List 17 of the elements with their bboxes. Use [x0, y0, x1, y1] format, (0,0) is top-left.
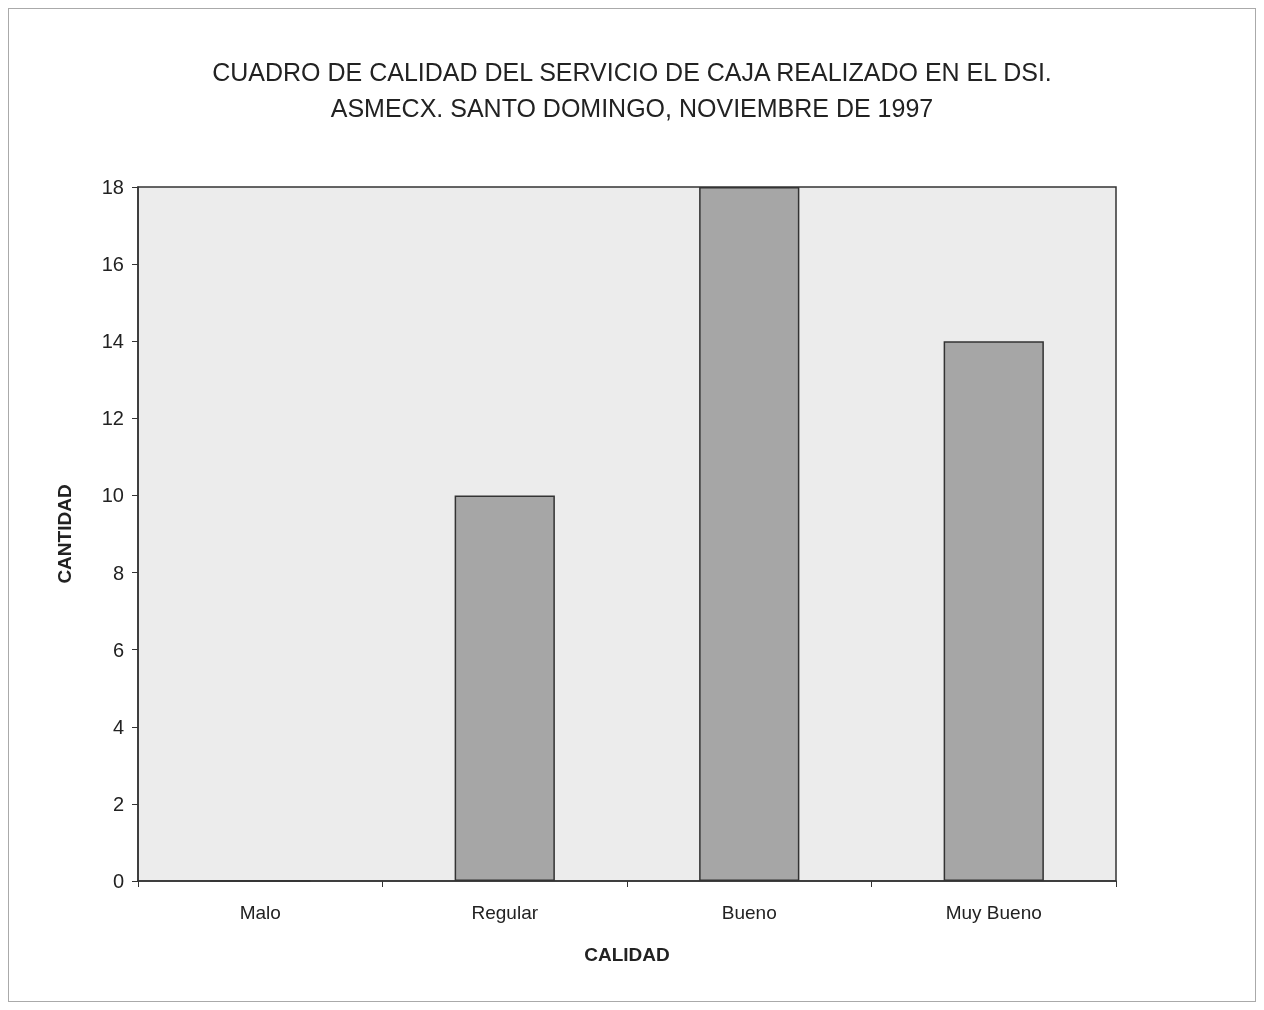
y-tick-label: 4	[112, 715, 124, 738]
y-tick-label: 0	[112, 870, 124, 892]
y-tick-label: 8	[112, 561, 124, 584]
y-tick-label: 16	[101, 253, 124, 276]
x-tick-label: Regular	[471, 902, 539, 923]
x-tick-label: Malo	[239, 902, 281, 923]
x-tick-label: Bueno	[721, 902, 777, 923]
y-tick-label: 14	[101, 330, 124, 353]
chart-title: CUADRO DE CALIDAD DEL SERVICIO DE CAJA REALIZADO EN EL DSI. ASMECX. SANTO DOMINGO, NOVIEMBRE DE 1997	[212, 58, 1052, 122]
y-tick-label: 6	[112, 638, 124, 661]
x-axis-title: CALIDAD	[584, 944, 670, 965]
x-tick-label: Muy Bueno	[945, 902, 1042, 923]
y-tick-label: 18	[101, 176, 124, 198]
y-tick-label: 12	[101, 407, 124, 430]
y-tick-label: 2	[112, 792, 124, 815]
y-tick-label: 10	[101, 484, 124, 507]
y-axis-title: CANTIDAD	[54, 484, 75, 584]
